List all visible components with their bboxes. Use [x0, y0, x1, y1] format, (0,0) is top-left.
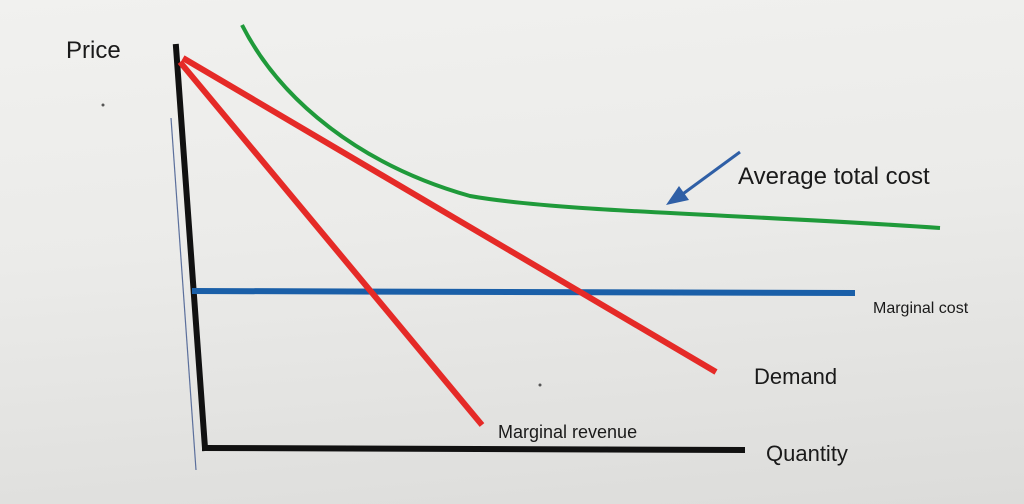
marginal-cost-label: Marginal cost [873, 300, 969, 317]
x-axis [201, 444, 746, 454]
y-axis-label: Price [66, 37, 121, 64]
marginal-cost-line [191, 288, 856, 296]
demand-label: Demand [754, 364, 837, 389]
guide-line [170, 117, 197, 471]
arrow-head-icon [666, 186, 689, 205]
average-total-cost-curve [240, 24, 941, 230]
paper-speck [101, 103, 105, 107]
paper-speck [538, 383, 542, 387]
marginal-revenue-line [177, 60, 485, 427]
marginal-revenue-label: Marginal revenue [498, 422, 637, 442]
arrow-shaft [679, 150, 741, 198]
average-total-cost-label: Average total cost [738, 163, 930, 190]
y-axis [172, 43, 209, 452]
demand-line [181, 55, 718, 375]
x-axis-label: Quantity [766, 441, 848, 466]
